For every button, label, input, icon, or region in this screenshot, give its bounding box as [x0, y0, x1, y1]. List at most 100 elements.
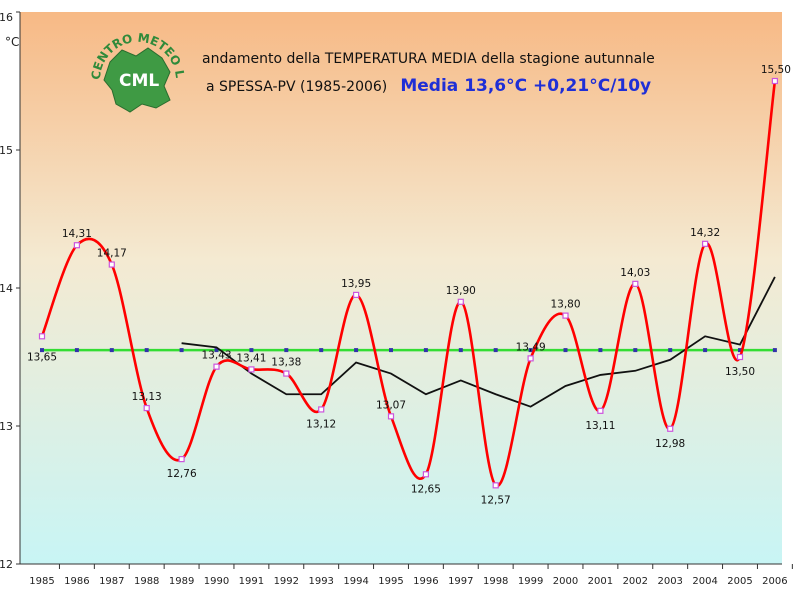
mean-point	[703, 348, 708, 353]
temperature-point	[108, 261, 115, 268]
x-tick-label: 1996	[413, 576, 438, 587]
x-tick-label: 1991	[239, 576, 264, 587]
y-tick-label: 16	[0, 11, 13, 24]
mean-point	[493, 348, 498, 353]
y-axis-ticks: 12 13 14 15 16	[0, 11, 20, 571]
temperature-point	[771, 77, 779, 85]
data-label: 13,41	[236, 352, 266, 364]
temperature-point	[422, 471, 429, 478]
data-label: 12,76	[167, 468, 197, 480]
temperature-point	[353, 291, 360, 298]
x-axis-ticks: 1985 1986 1987 1988 1989 1990 1991 1992 1993 1994…	[29, 564, 793, 587]
y-axis-unit-label: °C	[5, 35, 19, 49]
x-tick-label: 1987	[99, 576, 124, 587]
data-labels: 13,65 14,31 14,17 13,13 12,76 13,43 13,41 13,38…	[27, 64, 791, 506]
data-label: 13,90	[446, 285, 476, 297]
data-label: 12,65	[411, 483, 441, 495]
mean-point	[249, 348, 254, 353]
temperature-point	[492, 482, 499, 489]
data-label: 13,43	[201, 350, 231, 362]
mean-point	[668, 348, 673, 353]
series-layer	[38, 77, 779, 489]
temperature-point	[527, 355, 534, 362]
mean-point	[458, 348, 463, 353]
temperature-point	[667, 425, 674, 432]
temperature-point	[73, 242, 81, 249]
x-tick-label: 1994	[343, 576, 368, 587]
mean-point	[40, 348, 44, 353]
mean-point	[423, 348, 428, 353]
data-label: 15,50	[761, 64, 791, 76]
x-tick-label: 2006	[762, 576, 787, 587]
temperature-point	[457, 298, 464, 305]
subtitle-location: a SPESSA-PV (1985-2006)	[206, 79, 387, 95]
mean-point	[319, 348, 324, 353]
y-tick-label: 14	[0, 282, 13, 295]
logo-initials: CML	[119, 71, 159, 91]
temperature-point	[597, 407, 604, 414]
data-label: 14,17	[97, 248, 127, 260]
x-tick-label: 2004	[692, 576, 717, 587]
data-label: 13,95	[341, 278, 371, 290]
temperature-point	[248, 366, 255, 373]
mean-point	[528, 348, 533, 353]
x-tick-label: 2000	[553, 576, 578, 587]
x-tick-label: 1989	[169, 576, 194, 587]
data-label: 13,07	[376, 399, 406, 411]
data-label: 13,12	[306, 418, 336, 430]
mean-point	[144, 348, 149, 353]
mean-point	[738, 348, 742, 353]
temperature-point	[283, 370, 290, 377]
y-tick-label: 13	[0, 420, 13, 433]
x-tick-label: 2002	[623, 576, 648, 587]
mean-point	[633, 348, 638, 353]
mean-point	[598, 348, 603, 353]
data-label: 13,65	[27, 351, 57, 363]
mean-point	[389, 348, 393, 353]
data-label: 13,80	[550, 299, 580, 311]
data-label: 13,50	[725, 366, 755, 378]
x-tick-label: 1985	[29, 576, 54, 587]
data-label: 14,03	[620, 267, 650, 279]
mean-point	[214, 348, 219, 353]
x-tick-label: 2001	[588, 576, 613, 587]
data-label: 13,13	[132, 391, 162, 403]
mean-point	[563, 348, 568, 353]
mean-point	[179, 348, 184, 353]
temperature-point	[318, 406, 325, 413]
subtitle-mean-trend: Media 13,6°C +0,21°C/10y	[400, 76, 651, 96]
mean-point	[772, 348, 777, 353]
x-tick-label: 1990	[204, 576, 229, 587]
data-label: 12,57	[481, 494, 511, 506]
x-tick-label: 1993	[308, 576, 333, 587]
mean-point	[284, 348, 289, 353]
mean-point	[109, 348, 114, 353]
x-tick-label: 2005	[727, 576, 752, 587]
x-tick-label: 1992	[274, 576, 299, 587]
data-label: 13,49	[516, 341, 546, 353]
x-tick-label: 1997	[448, 576, 473, 587]
chart-title: andamento della TEMPERATURA MEDIA della …	[202, 51, 655, 67]
temperature-point	[562, 312, 569, 319]
data-label: 14,31	[62, 228, 92, 240]
y-tick-label: 15	[0, 144, 13, 157]
temperature-point	[178, 456, 185, 463]
temperature-point	[701, 240, 709, 247]
temperature-point	[143, 404, 150, 412]
mean-point	[354, 348, 359, 353]
temperature-point	[632, 280, 639, 287]
x-tick-label: 1986	[64, 576, 89, 587]
temperature-point	[736, 353, 744, 361]
data-label: 12,98	[655, 438, 685, 450]
data-label: 13,38	[271, 357, 301, 369]
temperature-point	[387, 413, 395, 420]
data-label: 13,11	[585, 420, 615, 432]
x-tick-label: 1999	[518, 576, 543, 587]
x-tick-label: 1998	[483, 576, 508, 587]
mean-point	[74, 348, 79, 353]
x-tick-label: 1995	[378, 576, 403, 587]
y-tick-label: 12	[0, 558, 13, 571]
temperature-point	[213, 363, 220, 370]
